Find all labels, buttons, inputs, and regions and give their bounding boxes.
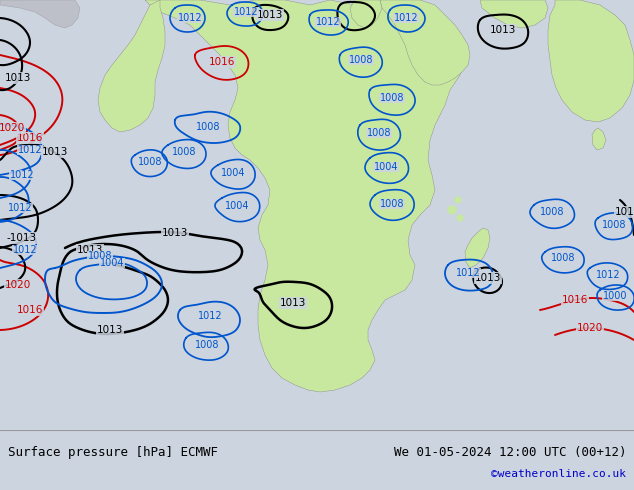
Text: 1008: 1008 [380,93,404,103]
Text: 1013: 1013 [5,73,31,83]
Text: 1008: 1008 [551,253,575,263]
Text: 1012: 1012 [456,268,481,278]
Text: 1016: 1016 [17,305,43,315]
Text: 1008: 1008 [349,55,373,65]
Text: 1004: 1004 [374,162,398,172]
Text: 1012: 1012 [394,13,418,23]
Polygon shape [548,0,634,122]
Text: 1004: 1004 [100,258,124,268]
Text: -1013: -1013 [7,233,37,243]
Text: 1000: 1000 [603,291,627,301]
Text: 1008: 1008 [540,207,564,217]
Text: 1012: 1012 [596,270,620,280]
Text: 1008: 1008 [602,220,626,230]
Text: 1012: 1012 [198,311,223,321]
Text: 1013: 1013 [42,147,68,157]
Text: 1008: 1008 [138,157,162,167]
Text: 1008: 1008 [195,340,219,350]
Polygon shape [465,228,490,268]
Text: 1012: 1012 [13,245,37,255]
Text: 1016: 1016 [209,57,235,67]
Text: 1013: 1013 [77,245,103,255]
Polygon shape [480,0,548,28]
Text: 1013: 1013 [615,207,634,217]
Text: 1008: 1008 [196,122,220,132]
Text: We 01-05-2024 12:00 UTC (00+12): We 01-05-2024 12:00 UTC (00+12) [394,445,626,459]
Text: 1013: 1013 [475,273,501,283]
Polygon shape [98,0,165,132]
Text: Surface pressure [hPa] ECMWF: Surface pressure [hPa] ECMWF [8,445,218,459]
Text: 1020: 1020 [577,323,603,333]
Text: 1013: 1013 [490,25,516,35]
Text: 1020: 1020 [5,280,31,290]
Text: 1008: 1008 [87,251,112,261]
Text: ©weatheronline.co.uk: ©weatheronline.co.uk [491,469,626,479]
Circle shape [455,197,461,203]
Text: 1013: 1013 [97,325,123,335]
Text: 1008: 1008 [172,147,197,157]
Polygon shape [145,0,465,392]
Text: 1008: 1008 [380,199,404,209]
Text: 1004: 1004 [224,201,249,211]
Circle shape [457,215,463,221]
Text: 1013: 1013 [162,228,188,238]
Text: 1012: 1012 [8,203,32,213]
Polygon shape [0,0,80,28]
Polygon shape [350,0,382,28]
Polygon shape [592,128,606,150]
Text: 1012: 1012 [10,170,34,180]
Text: 1012: 1012 [178,13,202,23]
Text: 1012: 1012 [234,7,258,17]
Circle shape [448,206,456,214]
Text: 1016: 1016 [562,295,588,305]
Text: 1013: 1013 [280,298,306,308]
Text: 1012: 1012 [316,17,340,27]
Text: 1020: 1020 [0,123,25,133]
Text: 1016: 1016 [17,133,43,143]
Text: 1013: 1013 [257,10,283,20]
Text: 1012: 1012 [18,145,42,155]
Text: 1008: 1008 [366,128,391,138]
Polygon shape [380,0,470,85]
Text: 1004: 1004 [221,168,245,178]
